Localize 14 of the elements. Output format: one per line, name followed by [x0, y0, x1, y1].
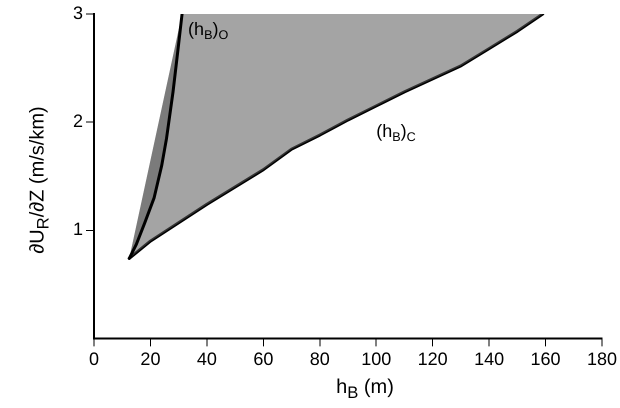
x-tick-label: 180 — [586, 349, 618, 370]
y-tick-label: 2 — [72, 111, 84, 132]
y-tick-label: 1 — [72, 219, 84, 240]
y-tick-label: 3 — [72, 2, 84, 23]
x-axis-title: h$_{B}$ (m) — [335, 376, 395, 403]
x-tick-label: 60 — [253, 349, 274, 370]
x-tick-label: 100 — [361, 349, 392, 370]
x-tick-label: 160 — [530, 349, 561, 370]
x-tick-label: 120 — [418, 349, 448, 370]
x-tick-label: 80 — [310, 349, 330, 370]
x-tick-label: 20 — [140, 349, 160, 370]
x-tick-label: 140 — [474, 349, 504, 370]
x-tick-label: 0 — [89, 349, 100, 370]
x-tick-label: 40 — [196, 349, 217, 370]
